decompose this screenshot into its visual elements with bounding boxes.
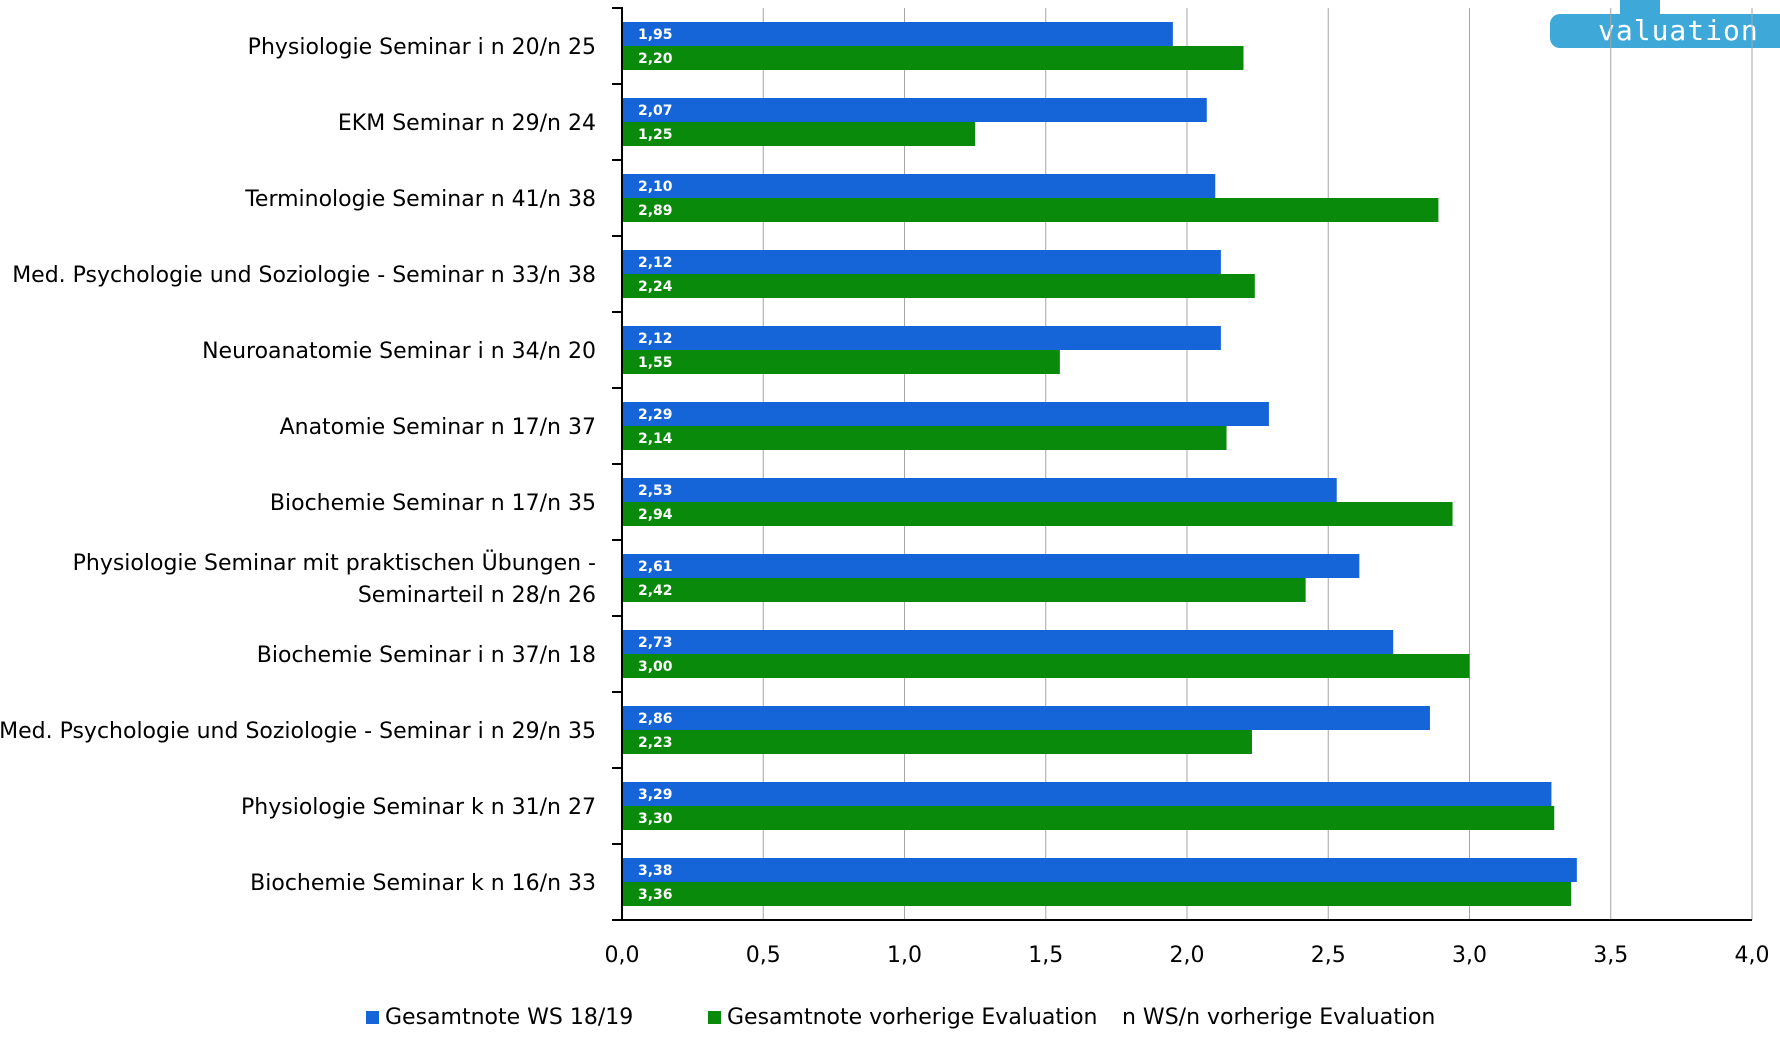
logo-tab-shape (1620, 0, 1660, 16)
category-label: Biochemie Seminar k n 16/n 33 (250, 871, 596, 896)
bar-series-1 (622, 630, 1394, 654)
data-label-series-2: 3,00 (638, 659, 673, 675)
bar-series-1 (622, 98, 1207, 122)
x-tick-label: 2,0 (1170, 943, 1205, 968)
category-label: Terminologie Seminar n 41/n 38 (244, 187, 596, 212)
category-label: Physiologie Seminar mit praktischen Übun… (73, 550, 596, 576)
bar-series-1 (622, 402, 1269, 426)
legend-label-n-counts: n WS/n vorherige Evaluation (1122, 1005, 1436, 1030)
bar-series-2 (622, 46, 1244, 70)
data-label-series-1: 2,12 (638, 331, 673, 347)
data-label-series-2: 3,30 (638, 811, 673, 827)
x-tick-label: 0,0 (605, 943, 640, 968)
bar-series-1 (622, 174, 1216, 198)
data-label-series-2: 1,55 (638, 355, 673, 371)
bar-series-1 (622, 706, 1430, 730)
bar-series-2 (622, 350, 1060, 374)
bar-series-1 (622, 782, 1552, 806)
data-label-series-2: 3,36 (638, 887, 673, 903)
category-label: Anatomie Seminar n 17/n 37 (280, 415, 596, 440)
logo-text: valuation (1598, 14, 1759, 47)
bar-series-1 (622, 22, 1173, 46)
data-label-series-1: 2,10 (638, 179, 673, 195)
legend-swatch-green (708, 1011, 721, 1024)
data-label-series-2: 2,20 (638, 51, 673, 67)
data-label-series-2: 2,23 (638, 735, 673, 751)
data-label-series-2: 2,14 (638, 431, 673, 447)
legend-item-series-2: Gesamtnote vorherige Evaluation (708, 1005, 1098, 1030)
category-label: Neuroanatomie Seminar i n 34/n 20 (202, 339, 596, 364)
bar-series-2 (622, 502, 1453, 526)
category-label: Med. Psychologie und Soziologie - Semina… (0, 719, 596, 744)
category-label: Physiologie Seminar k n 31/n 27 (241, 795, 596, 820)
category-label: Med. Psychologie und Soziologie - Semina… (12, 263, 596, 288)
category-label: Biochemie Seminar i n 37/n 18 (257, 643, 596, 668)
legend-label-series-2: Gesamtnote vorherige Evaluation (727, 1005, 1098, 1030)
legend-label-series-1: Gesamtnote WS 18/19 (385, 1005, 634, 1030)
category-label: Biochemie Seminar n 17/n 35 (270, 491, 596, 516)
evaluation-logo: valuation (1550, 0, 1780, 48)
data-label-series-1: 3,29 (638, 787, 673, 803)
data-label-series-2: 2,94 (638, 507, 673, 523)
x-tick-label: 1,0 (887, 943, 922, 968)
data-label-series-1: 2,12 (638, 255, 673, 271)
data-label-series-1: 2,07 (638, 103, 673, 119)
bar-series-2 (622, 426, 1227, 450)
bar-series-1 (622, 478, 1337, 502)
bar-series-1 (622, 326, 1221, 350)
category-label: Physiologie Seminar i n 20/n 25 (248, 35, 596, 60)
data-label-series-1: 1,95 (638, 27, 673, 43)
data-label-series-1: 2,53 (638, 483, 673, 499)
bar-series-2 (622, 578, 1306, 602)
x-tick-label: 0,5 (746, 943, 781, 968)
horizontal-bar-chart: 1,95 2,20 Physiologie Seminar i n 20/n 25 2… (0, 7, 1770, 968)
data-label-series-1: 2,73 (638, 635, 673, 651)
data-label-series-1: 3,38 (638, 863, 673, 879)
x-tick-label: 3,5 (1593, 943, 1628, 968)
bar-series-2 (622, 730, 1252, 754)
data-label-series-1: 2,86 (638, 711, 673, 727)
bar-series-2 (622, 654, 1470, 678)
data-label-series-1: 2,29 (638, 407, 673, 423)
logo-bar-shape (1550, 14, 1780, 48)
x-tick-label: 2,5 (1311, 943, 1346, 968)
bar-series-1 (622, 554, 1360, 578)
x-tick-label: 4,0 (1735, 943, 1770, 968)
bar-series-2 (622, 274, 1255, 298)
data-label-series-2: 1,25 (638, 127, 673, 143)
data-label-series-2: 2,24 (638, 279, 673, 295)
bar-series-2 (622, 882, 1572, 906)
bar-series-1 (622, 858, 1577, 882)
data-label-series-2: 2,42 (638, 583, 673, 599)
legend-item-n-counts: n WS/n vorherige Evaluation (1122, 1005, 1435, 1030)
data-label-series-2: 2,89 (638, 203, 673, 219)
legend: Gesamtnote WS 18/19 Gesamtnote vorherige… (0, 1005, 1780, 1035)
category-label: EKM Seminar n 29/n 24 (338, 111, 596, 136)
legend-swatch-blue (366, 1011, 379, 1024)
bar-series-1 (622, 250, 1221, 274)
bar-series-2 (622, 806, 1555, 830)
bar-series-2 (622, 198, 1439, 222)
bar-series-2 (622, 122, 976, 146)
legend-item-series-1: Gesamtnote WS 18/19 (366, 1005, 633, 1030)
category-label: Seminarteil n 28/n 26 (358, 583, 596, 608)
data-label-series-1: 2,61 (638, 559, 673, 575)
x-tick-label: 3,0 (1452, 943, 1487, 968)
x-tick-label: 1,5 (1028, 943, 1063, 968)
